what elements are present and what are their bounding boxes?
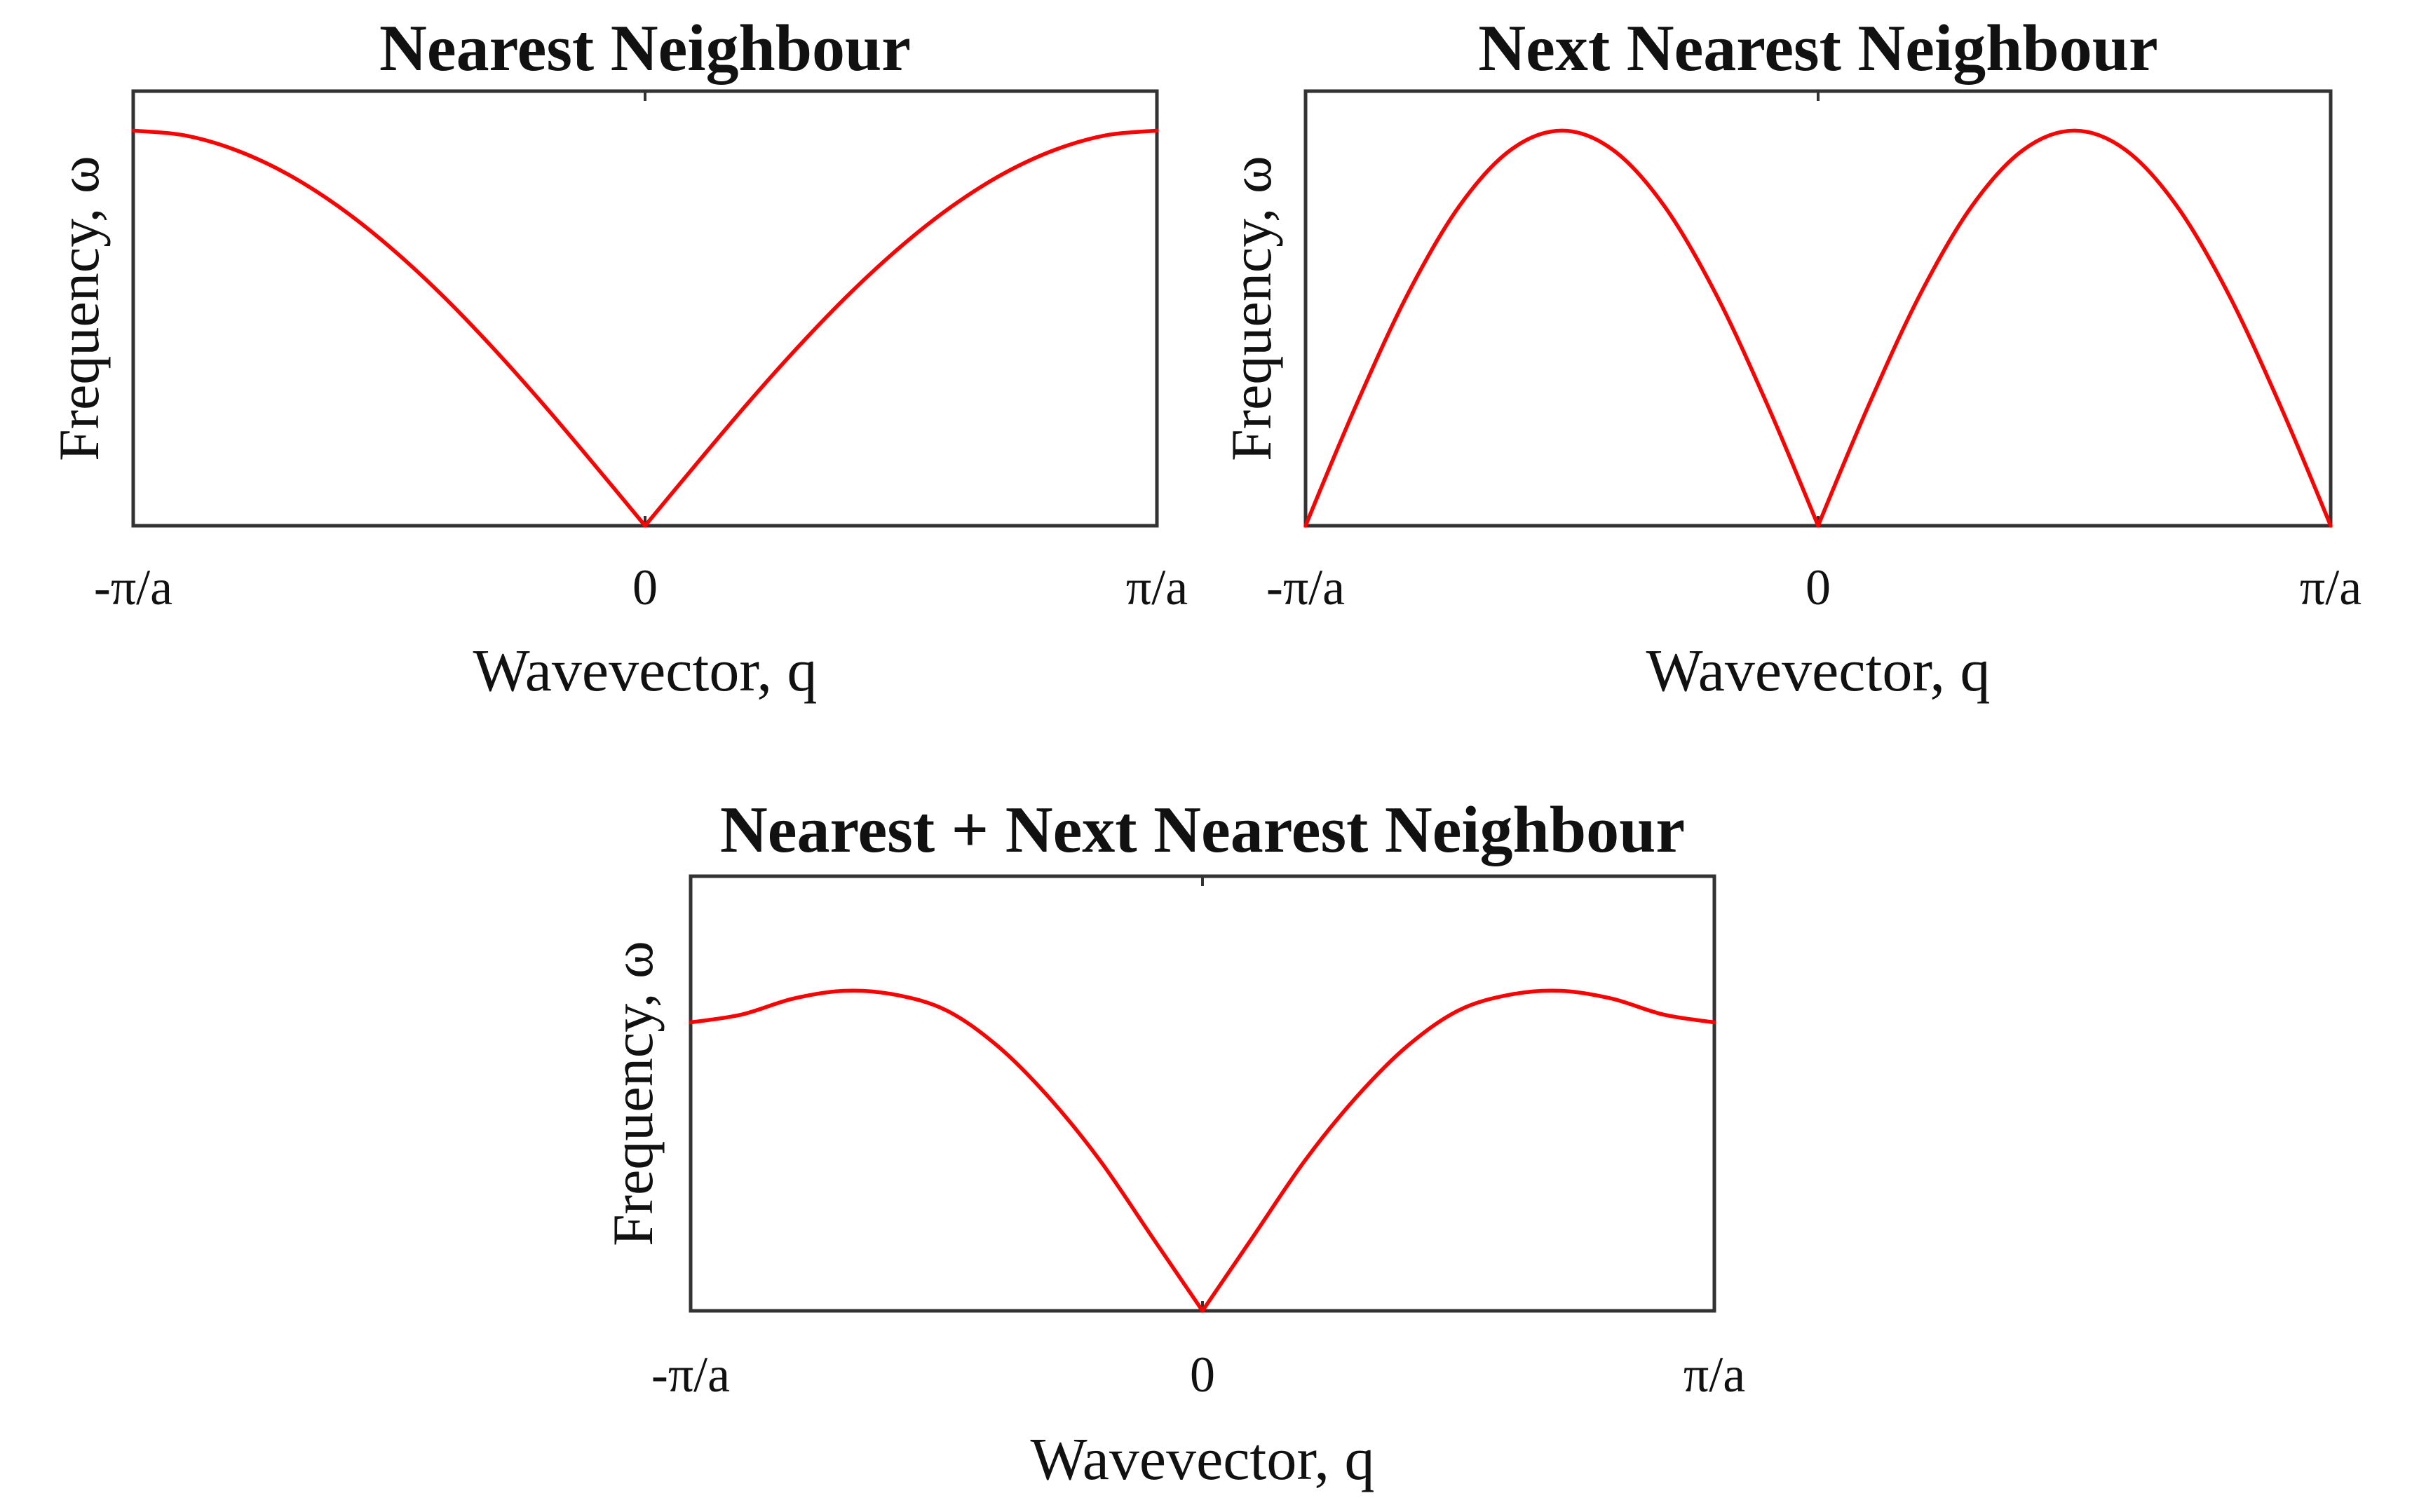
x-axis-label: Wavevector, q [1646, 636, 1990, 704]
chart-title: Nearest Neighbour [379, 12, 911, 85]
plot-frame [1303, 89, 2333, 528]
series-line [1303, 128, 2333, 528]
x-tick-label-zero: 0 [1190, 1347, 1215, 1403]
x-ticks [132, 91, 1158, 526]
series-line [131, 128, 1159, 528]
y-axis-label: Frequency, ω [601, 941, 665, 1246]
x-tick-label-max: π/a [2300, 559, 2362, 615]
y-axis-label: Frequency, ω [47, 156, 111, 461]
panel-next-nearest-neighbour: Next Nearest Neighbour -π/a 0 π/a Waveve… [1219, 12, 2362, 704]
x-axis-label: Wavevector, q [1030, 1425, 1374, 1492]
chart-title: Next Nearest Neighbour [1478, 12, 2157, 85]
series-line [689, 988, 1716, 1313]
x-tick-label-min: -π/a [651, 1347, 730, 1403]
x-tick-label-min: -π/a [1266, 559, 1345, 615]
x-tick-label-zero: 0 [1805, 559, 1831, 615]
panel-combined-neighbour: Nearest + Next Nearest Neighbour -π/a 0 … [601, 794, 1745, 1492]
panel-nearest-neighbour: Nearest Neighbour -π/a 0 π/a Wavevector,… [47, 12, 1188, 704]
plot-frame [131, 89, 1159, 528]
chart-title: Nearest + Next Nearest Neighbour [720, 794, 1685, 866]
x-axis-label: Wavevector, q [473, 636, 817, 704]
x-tick-label-min: -π/a [94, 559, 172, 615]
x-ticks [1304, 91, 2332, 526]
x-tick-label-max: π/a [1126, 559, 1188, 615]
x-tick-label-zero: 0 [632, 559, 658, 615]
x-ticks [689, 876, 1716, 1311]
y-axis-label: Frequency, ω [1219, 156, 1283, 461]
x-tick-label-max: π/a [1683, 1347, 1745, 1403]
plot-frame [689, 874, 1716, 1313]
